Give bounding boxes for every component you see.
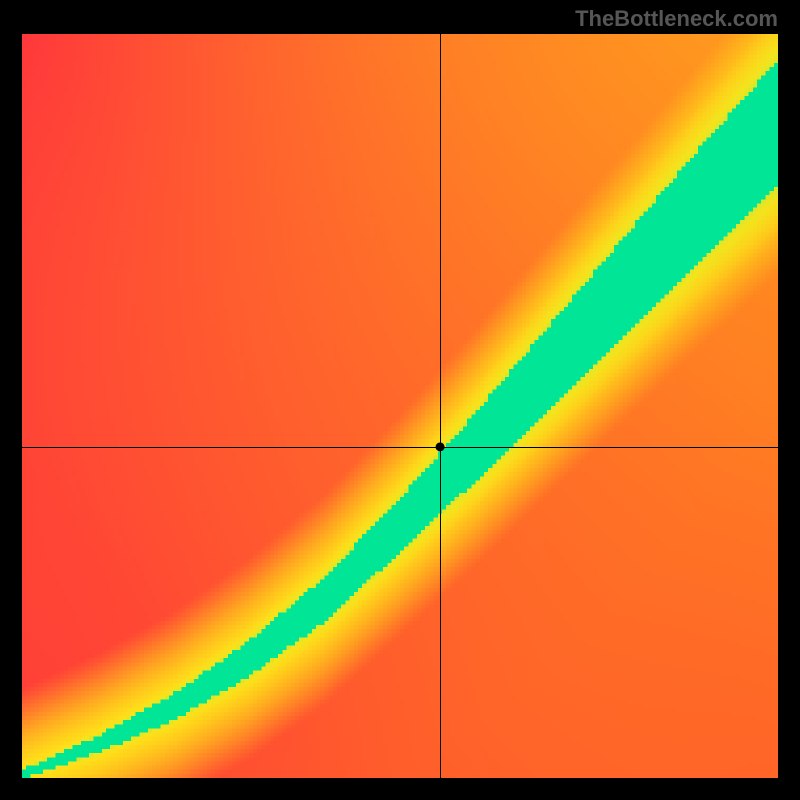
chart-container: { "watermark": { "text": "TheBottleneck.… (0, 0, 800, 800)
crosshair-overlay (22, 34, 778, 778)
watermark-text: TheBottleneck.com (575, 6, 778, 32)
